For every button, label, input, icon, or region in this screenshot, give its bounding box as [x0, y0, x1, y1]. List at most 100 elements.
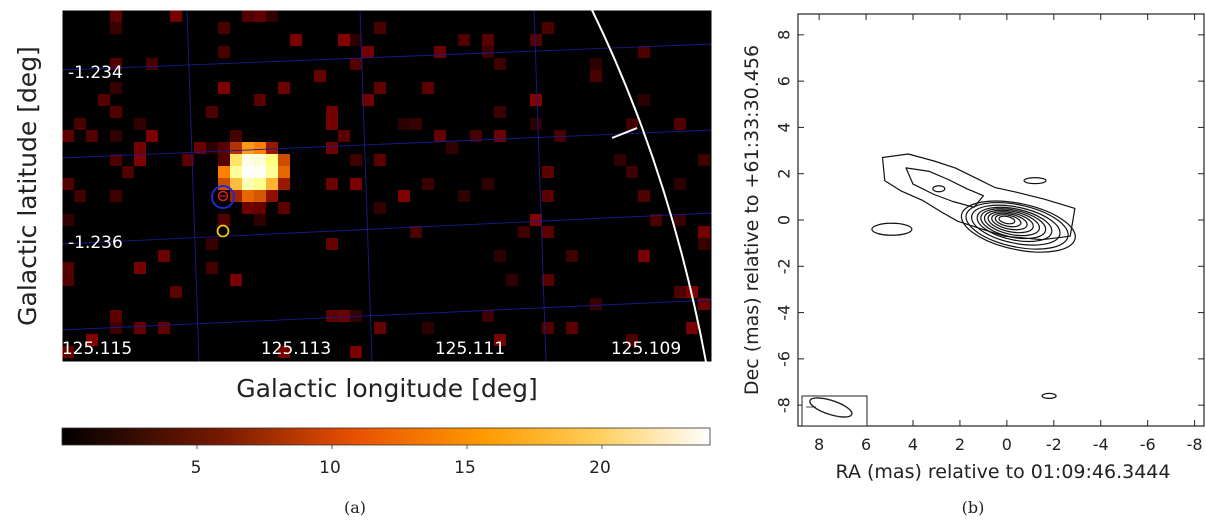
heatmap-pixel	[278, 346, 290, 358]
heatmap-pixel	[422, 178, 434, 190]
heatmap-pixel	[254, 166, 266, 178]
heatmap-pixel	[62, 178, 74, 190]
heatmap-pixel	[674, 214, 686, 226]
panel-b: 8 6 4 2 0 -2 -4 -6 -8 -8 -6 -4 -2 0 2 4 …	[741, 13, 1205, 517]
heatmap-pixel	[638, 94, 650, 106]
heatmap-pixel	[206, 106, 218, 118]
heatmap-pixel	[422, 82, 434, 94]
heatmap-pixel	[326, 118, 338, 130]
heatmap-pixel	[326, 178, 338, 190]
heatmap-pixel	[410, 118, 422, 130]
heatmap-pixel	[374, 82, 386, 94]
colorbar-tick-label: 20	[589, 458, 611, 478]
heatmap-pixel	[254, 154, 266, 166]
heatmap-pixel	[494, 250, 506, 262]
heatmap-pixel	[530, 34, 542, 46]
contour-jet-inner	[905, 167, 984, 208]
heatmap-pixel	[146, 130, 158, 142]
heatmap-pixel	[254, 178, 266, 190]
heatmap-pixel	[374, 202, 386, 214]
heatmap-pixel	[542, 226, 554, 238]
grid-line	[186, 10, 200, 362]
heatmap-pixel	[110, 106, 122, 118]
beam-ellipse	[809, 397, 853, 418]
heatmap-pixel	[134, 142, 146, 154]
heatmap-pixel	[86, 334, 98, 346]
heatmap-pixel	[254, 190, 266, 202]
heatmap-pixel	[110, 22, 122, 34]
heatmap-pixel	[494, 106, 506, 118]
heatmap-pixel	[254, 214, 266, 226]
heatmap-pixel	[398, 190, 410, 202]
heatmap-pixel	[98, 94, 110, 106]
heatmap-pixel	[542, 274, 554, 286]
colorbar-ticks	[196, 445, 603, 449]
x-tick-label: 0	[1002, 435, 1012, 454]
heatmap-pixel	[542, 166, 554, 178]
heatmap-pixel	[242, 10, 254, 22]
y-axis-label: Dec (mas) relative to +61:33:30.456	[741, 45, 763, 395]
heatmap-pixel	[218, 142, 230, 154]
heatmap-pixel	[230, 130, 242, 142]
heatmap-pixel	[362, 46, 374, 58]
source-circle	[211, 185, 235, 209]
heatmap-pixel	[434, 46, 446, 58]
heatmap-pixel	[290, 34, 302, 46]
heatmap-pixel	[218, 154, 230, 166]
x-tick-label: -8	[1187, 435, 1203, 454]
heatmap-pixel	[638, 190, 650, 202]
heatmap-pixel	[374, 322, 386, 334]
heatmap-pixel	[626, 118, 638, 130]
heatmap-pixel	[458, 34, 470, 46]
contour-jet-knot	[932, 185, 946, 193]
heatmap-pixel	[218, 22, 230, 34]
heatmap-pixel	[410, 226, 422, 238]
heatmap-pixel	[158, 322, 170, 334]
heatmap-pixel	[314, 70, 326, 82]
heatmap-pixel	[230, 166, 242, 178]
grid-line	[62, 299, 712, 331]
heatmap-frame	[61, 9, 713, 363]
heatmap-pixel	[542, 322, 554, 334]
heatmap-pixel	[206, 262, 218, 274]
heatmap-pixel	[278, 154, 290, 166]
contour-core	[991, 212, 1028, 231]
x-tick-label: -4	[1093, 435, 1109, 454]
heatmap-pixel	[278, 202, 290, 214]
heatmap-pixel	[110, 190, 122, 202]
contour-core	[983, 209, 1041, 237]
heatmap-pixel	[254, 142, 266, 154]
heatmap-pixel	[134, 262, 146, 274]
heatmap-pixel	[482, 34, 494, 46]
heatmap-pixel	[350, 346, 362, 358]
heatmap-pixel	[110, 82, 122, 94]
y-axis-label: Galactic latitude [deg]	[13, 46, 42, 326]
heatmap-pixel	[146, 58, 158, 70]
heatmap-pixel	[374, 22, 386, 34]
x-axis-label: RA (mas) relative to 01:09:46.3444	[836, 461, 1171, 483]
heatmap-pixel	[674, 286, 686, 298]
x-tick-label: 125.111	[435, 339, 505, 359]
contour-core	[998, 215, 1016, 225]
heatmap-pixel	[338, 130, 350, 142]
coordinate-grid	[62, 10, 712, 362]
contour-core	[960, 200, 1076, 253]
heatmap-pixel	[242, 190, 254, 202]
x-tick-labels: 8 6 4 2 0 -2 -4 -6 -8	[814, 435, 1203, 454]
colorbar-tick-label: 15	[454, 458, 476, 478]
y-tick-label: 4	[775, 122, 794, 132]
heatmap-pixel	[86, 130, 98, 142]
heatmap-pixel	[338, 34, 350, 46]
y-tick-label: 8	[775, 30, 794, 40]
heatmap-pixel	[62, 214, 74, 226]
heatmap-pixel	[482, 310, 494, 322]
x-axis-label: Galactic longitude [deg]	[236, 374, 538, 403]
heatmap-pixel	[374, 154, 386, 166]
x-tick-label: 125.109	[611, 339, 681, 359]
heatmap-pixel	[110, 58, 122, 70]
heatmap-pixel	[74, 190, 86, 202]
y-tick-label: -6	[775, 351, 794, 367]
grid-line	[62, 43, 712, 71]
heatmap-pixel	[266, 166, 278, 178]
